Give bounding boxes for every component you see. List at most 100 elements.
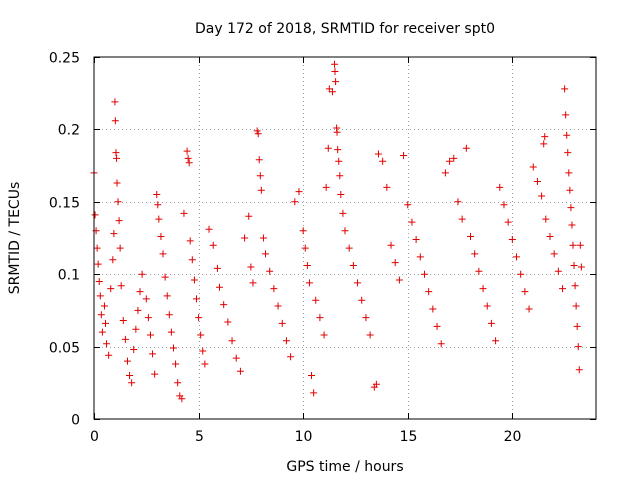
y-tick-label: 0.25 [49,51,80,67]
data-point [576,241,584,249]
data-point [383,183,391,191]
data-point [205,225,213,233]
data-point [180,209,188,217]
data-point [391,259,399,267]
data-point [123,357,131,365]
data-point [567,204,575,212]
data-point [128,379,136,387]
x-tick-label: 20 [504,429,522,445]
data-point [541,133,549,141]
data-point [96,292,104,300]
data-point [446,157,454,165]
data-point [554,267,562,275]
data-point [416,253,424,261]
data-point [138,270,146,278]
data-point [224,318,232,326]
data-point [467,233,474,241]
data-point [331,67,339,75]
data-point [253,127,261,135]
data-point [255,156,263,164]
data-point [249,279,257,287]
data-point [324,144,332,152]
data-point [199,347,207,355]
data-point [282,337,290,345]
data-point [121,335,129,343]
data-point [259,234,267,242]
data-point [159,250,167,258]
data-point [100,302,108,310]
data-point [216,283,223,291]
data-point [172,360,180,368]
data-point [550,250,558,258]
data-point [366,331,374,339]
data-point [154,201,162,209]
data-point [257,186,265,194]
data-point [546,233,554,241]
data-point [142,295,150,303]
data-point [228,337,236,345]
data-point [130,345,138,353]
data-point [408,218,416,226]
data-point [574,343,582,351]
data-point [256,172,264,180]
data-point [186,237,194,245]
data-point [241,234,249,242]
data-point [97,311,105,319]
data-point [111,98,119,106]
data-point [354,279,362,287]
data-point [151,370,159,378]
data-point [188,256,196,264]
data-point [132,325,140,333]
data-point [291,198,299,206]
data-point [247,263,255,271]
data-point [105,351,113,359]
data-point [209,241,217,249]
data-point [149,350,157,358]
data-point [334,146,342,154]
data-point [496,183,504,191]
data-point [94,260,102,268]
data-point [492,337,500,345]
data-point [278,319,286,327]
data-point [479,285,487,293]
data-point [559,285,567,293]
data-point [454,198,462,206]
data-point [93,244,101,252]
data-point [195,314,203,322]
x-tick-label: 15 [400,429,418,445]
data-point [374,150,382,158]
data-point [471,250,479,258]
data-point [325,85,333,93]
data-point [107,285,115,293]
data-point [109,256,117,264]
data-point [112,149,120,157]
data-point [117,282,125,290]
data-point [429,305,437,313]
data-point [316,314,324,322]
data-point [540,140,548,148]
y-axis-label: SRMTID / TECUs [7,182,23,295]
data-point [372,380,380,388]
data-point [119,317,127,325]
data-point [483,302,491,310]
data-point [303,262,311,270]
data-point [116,244,124,252]
data-point [167,328,175,336]
data-point [190,276,198,284]
data-point [529,163,537,171]
data-point [420,270,428,278]
data-point [102,319,110,327]
data-point [254,130,262,138]
data-point [379,157,387,165]
data-point [504,218,512,226]
data-point [322,183,330,191]
data-point [513,253,521,261]
data-point [569,241,577,249]
data-point [570,262,578,270]
data-point [299,227,307,235]
data-point [331,60,339,68]
data-point [192,295,200,303]
data-point [475,267,483,275]
data-point [310,389,318,397]
data-point [577,263,585,271]
